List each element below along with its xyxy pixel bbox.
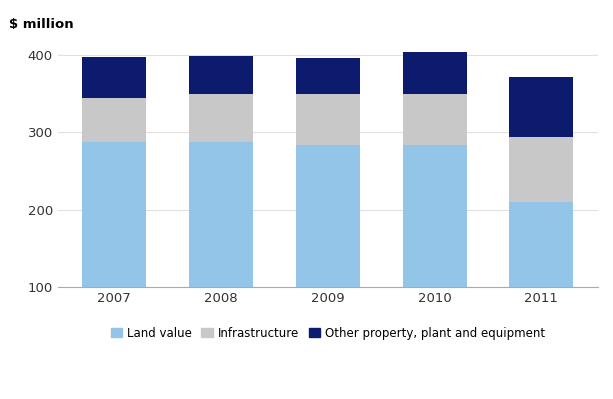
Bar xyxy=(82,98,147,142)
Bar xyxy=(189,95,253,142)
Bar xyxy=(296,58,360,95)
Bar xyxy=(509,137,573,202)
Text: $ million: $ million xyxy=(9,18,74,31)
Bar xyxy=(509,202,573,287)
Bar xyxy=(296,144,360,287)
Bar xyxy=(189,142,253,287)
Bar xyxy=(82,142,147,287)
Legend: Land value, Infrastructure, Other property, plant and equipment: Land value, Infrastructure, Other proper… xyxy=(106,322,550,344)
Bar xyxy=(296,95,360,144)
Bar xyxy=(189,56,253,95)
Bar xyxy=(403,52,466,95)
Bar xyxy=(403,144,466,287)
Bar xyxy=(403,95,466,144)
Bar xyxy=(509,77,573,137)
Bar xyxy=(82,57,147,98)
